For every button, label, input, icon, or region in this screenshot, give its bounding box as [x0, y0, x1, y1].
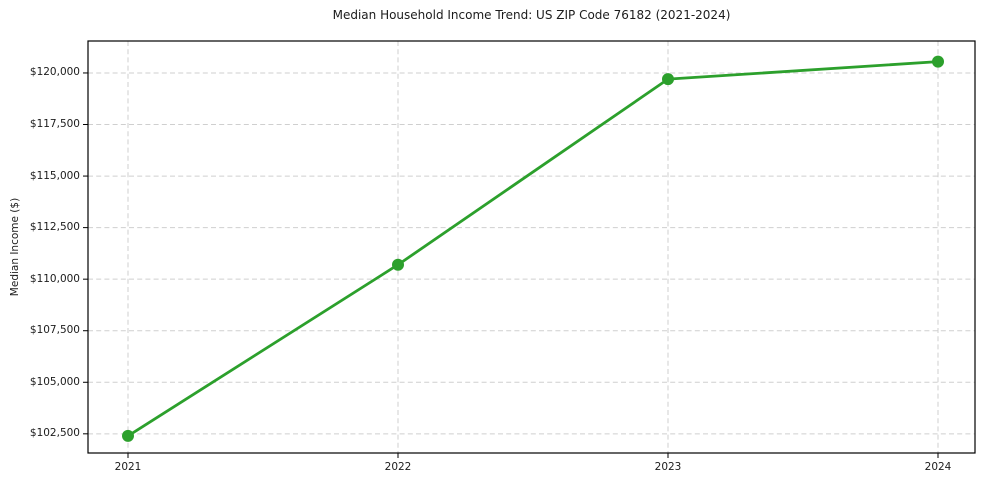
y-tick-label: $110,000 — [29, 272, 80, 285]
y-tick-label: $105,000 — [29, 375, 80, 388]
x-tick-label: 2023 — [654, 461, 682, 473]
x-tick-label: 2022 — [384, 461, 412, 473]
data-point-2022 — [392, 258, 404, 271]
chart-title: Median Household Income Trend: US ZIP Co… — [332, 8, 731, 22]
x-tick-label: 2024 — [924, 461, 952, 473]
data-point-2023 — [662, 73, 674, 86]
x-tick-label: 2021 — [114, 461, 142, 473]
y-tick-label: $115,000 — [29, 169, 80, 182]
plot-area — [83, 40, 976, 458]
y-tick-label: $102,500 — [29, 427, 80, 440]
plot-border — [87, 40, 976, 454]
y-tick-label: $107,500 — [29, 324, 80, 337]
data-point-2021 — [122, 429, 134, 442]
y-tick-label: $120,000 — [29, 66, 80, 79]
income-trend-line — [126, 60, 940, 438]
data-point-2024 — [932, 55, 944, 68]
y-axis-tick-labels: $102,500 $105,000 $107,500 $110,000 $112,500… — [0, 0, 80, 490]
y-tick-label: $117,500 — [29, 118, 80, 130]
x-axis-tick-labels: 2021 2022 2023 2024 — [0, 461, 989, 481]
y-tick-label: $112,500 — [29, 221, 80, 234]
